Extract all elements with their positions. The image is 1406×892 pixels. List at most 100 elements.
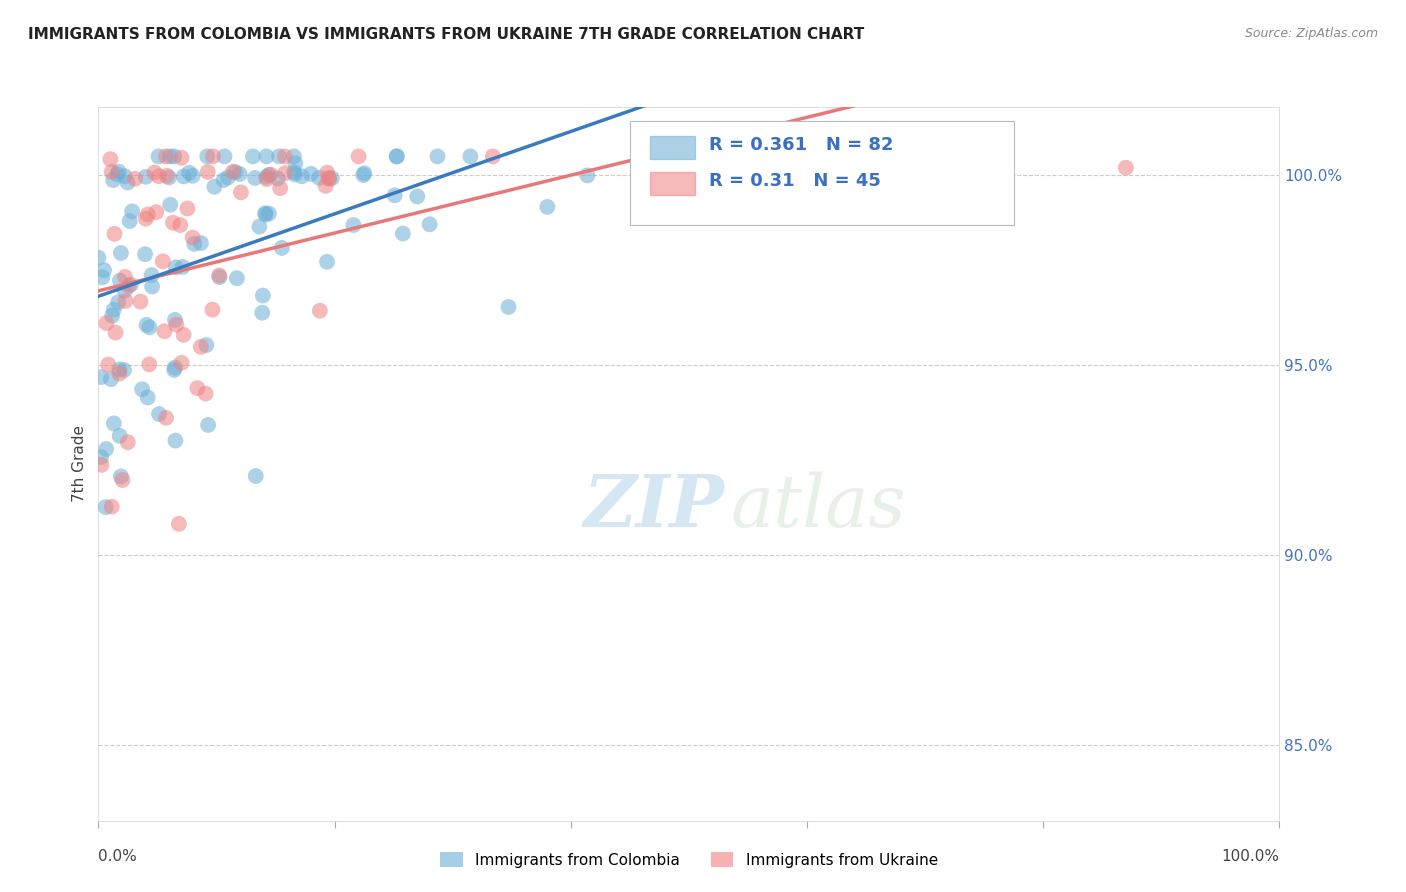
Point [141, 268, 163, 282]
Point [342, 218, 364, 232]
Point [145, 205, 167, 219]
Point [392, 227, 415, 241]
Point [208, 270, 231, 285]
Point [165, 260, 187, 275]
Point [169, 218, 191, 232]
Point [156, 169, 179, 183]
Point [245, 469, 267, 483]
Point [152, 254, 174, 268]
Point [254, 149, 277, 163]
Point [155, 410, 177, 425]
Point [107, 165, 129, 179]
Point [112, 363, 135, 377]
Point [252, 288, 274, 302]
Point [121, 204, 143, 219]
Point [165, 318, 187, 332]
Point [267, 171, 290, 186]
Point [97, 358, 120, 372]
Point [229, 186, 252, 200]
Point [318, 170, 340, 185]
Point [254, 169, 277, 184]
Text: ZIP: ZIP [583, 471, 724, 542]
Point [87, 251, 110, 265]
Point [181, 169, 204, 183]
Point [91, 270, 114, 285]
Point [482, 149, 505, 163]
Point [100, 372, 122, 386]
Point [176, 202, 198, 216]
Point [155, 149, 177, 163]
Point [385, 149, 408, 163]
Point [259, 168, 281, 182]
Point [110, 469, 132, 483]
Point [111, 473, 134, 487]
Text: 100.0%: 100.0% [1222, 849, 1279, 864]
Point [201, 302, 224, 317]
Point [157, 170, 180, 185]
Point [181, 230, 204, 244]
Point [107, 295, 129, 310]
Point [316, 166, 339, 180]
Point [254, 208, 277, 222]
Point [315, 178, 337, 193]
Point [159, 149, 181, 163]
Point [352, 168, 374, 182]
Point [195, 149, 218, 163]
Point [179, 166, 201, 180]
Point [124, 171, 146, 186]
Point [267, 149, 290, 163]
Point [385, 149, 408, 163]
Point [114, 293, 136, 308]
Point [426, 149, 449, 163]
Point [138, 320, 160, 334]
Point [131, 382, 153, 396]
Text: Source: ZipAtlas.com: Source: ZipAtlas.com [1244, 27, 1378, 40]
Point [208, 268, 231, 283]
Point [202, 179, 225, 194]
Point [460, 149, 482, 163]
Point [114, 284, 136, 298]
Point [197, 165, 219, 179]
Point [101, 173, 124, 187]
Point [104, 326, 127, 340]
Point [195, 338, 218, 352]
Text: R = 0.361   N = 82: R = 0.361 N = 82 [709, 136, 894, 153]
Point [108, 367, 131, 381]
Point [117, 435, 139, 450]
Point [1115, 161, 1137, 175]
Point [284, 168, 307, 182]
Point [224, 165, 246, 179]
Point [163, 360, 186, 375]
Point [173, 169, 195, 184]
Point [226, 271, 249, 285]
Point [94, 500, 117, 514]
Bar [650, 172, 695, 194]
Point [159, 197, 181, 211]
Point [138, 357, 160, 371]
Legend: Immigrants from Colombia, Immigrants from Ukraine: Immigrants from Colombia, Immigrants fro… [434, 846, 943, 873]
Point [257, 168, 280, 182]
Point [242, 149, 264, 163]
Point [108, 274, 131, 288]
Text: IMMIGRANTS FROM COLOMBIA VS IMMIGRANTS FROM UKRAINE 7TH GRADE CORRELATION CHART: IMMIGRANTS FROM COLOMBIA VS IMMIGRANTS F… [28, 27, 865, 42]
Point [222, 164, 245, 178]
Point [163, 363, 186, 377]
Point [114, 269, 136, 284]
Point [498, 300, 520, 314]
Point [162, 216, 184, 230]
Point [347, 149, 370, 163]
Point [299, 167, 322, 181]
Point [153, 324, 176, 338]
Point [197, 417, 219, 432]
Point [283, 165, 305, 179]
Point [308, 303, 330, 318]
Point [214, 149, 236, 163]
Point [254, 206, 277, 220]
Point [419, 217, 441, 231]
Point [190, 236, 212, 251]
Y-axis label: 7th Grade: 7th Grade [72, 425, 87, 502]
Point [117, 176, 139, 190]
Point [270, 241, 292, 255]
Point [135, 211, 157, 226]
Point [190, 340, 212, 354]
